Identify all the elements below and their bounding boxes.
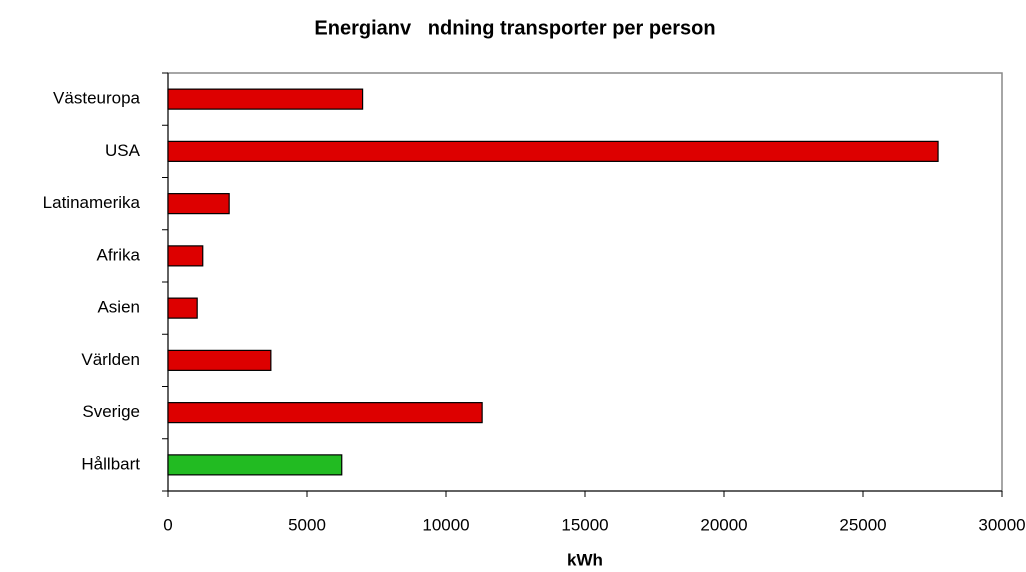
y-tick-label: Afrika (97, 245, 141, 264)
x-tick-label: 30000 (978, 515, 1025, 534)
x-tick-label: 25000 (839, 515, 886, 534)
y-tick-label: Asien (97, 298, 140, 317)
bar (167, 297, 198, 319)
bar (167, 402, 483, 424)
y-tick-label: Världen (81, 350, 140, 369)
x-tick-label: 5000 (288, 515, 326, 534)
y-tick-label: USA (105, 141, 141, 160)
y-tick-label: Västeuropa (53, 89, 140, 108)
bar (167, 193, 230, 215)
y-tick-label: Hållbart (81, 454, 140, 473)
y-tick-label: Latinamerika (43, 193, 141, 212)
x-axis-label: kWh (567, 550, 603, 569)
plot-area (167, 72, 1003, 492)
y-tick-label: Sverige (82, 402, 140, 421)
bar (167, 454, 343, 476)
chart-title: Energianv ndning transporter per person (314, 17, 715, 39)
x-tick-label: 10000 (422, 515, 469, 534)
bar (167, 140, 939, 162)
bar (167, 349, 272, 371)
bar (167, 88, 364, 110)
x-tick-label: 15000 (561, 515, 608, 534)
bar (167, 245, 204, 267)
x-tick-label: 20000 (700, 515, 747, 534)
x-tick-label: 0 (163, 515, 172, 534)
